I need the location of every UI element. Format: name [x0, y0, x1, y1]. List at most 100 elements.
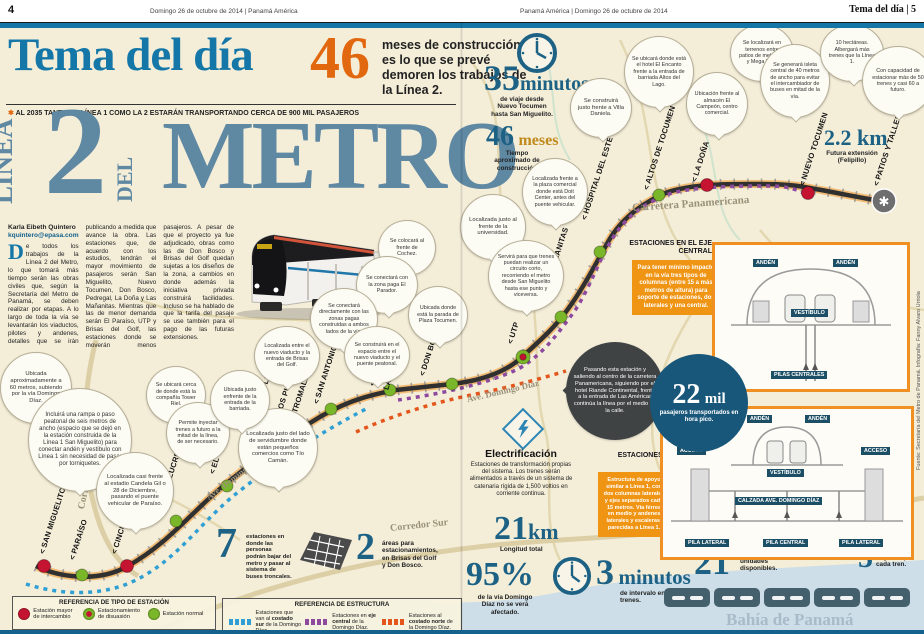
callout-bubble: Localizada casi frente al estadio Candel…	[96, 452, 174, 530]
masthead-number: 46	[310, 25, 370, 91]
label-pila-lateral: PILA LATERAL	[685, 539, 730, 547]
left-folio: 4	[8, 4, 15, 16]
callout-bubble: Localizada frente a la plaza comercial d…	[522, 158, 588, 226]
station-dot-las-mananitas	[554, 310, 568, 324]
panel1-header: ESTACIONES EN EL EJE CENTRAL	[629, 240, 712, 256]
byline-email: kquintero@epasa.com	[8, 232, 79, 240]
stat-2-caption: áreas para estacionamientos, en Brisas d…	[382, 540, 438, 570]
station-dot-altos-de-tocumen	[652, 188, 666, 202]
label-anden: ANDÉN	[753, 259, 779, 267]
callout-bubble: Ubicación frente al almacén El Campeón, …	[686, 72, 748, 136]
stat-months: 46 meses	[486, 121, 559, 152]
panel1-note: Para tener mínimo impacto en la vía tres…	[632, 260, 720, 315]
label-pila-lateral: PILA LATERAL	[839, 539, 884, 547]
north-side-dashed-line	[355, 369, 567, 434]
callout-bubble: Se construirá justo frente a Villa Danie…	[570, 78, 632, 138]
headline-del: DEL	[112, 156, 137, 202]
stat-trip-caption: de viaje desde Nuevo Tocumen hasta San M…	[491, 96, 553, 118]
callout-bubble: Incluirá una rampa o paso peatonal de se…	[28, 388, 132, 492]
station-dot-villa-lucre	[169, 514, 183, 528]
clock-icon	[517, 33, 557, 73]
purple-dash-icon	[305, 619, 330, 625]
label-vestibulo: VESTÍBULO	[791, 309, 828, 317]
callout-bubble: Se generará isleta central de 40 metros …	[760, 44, 830, 118]
legend-title: REFERENCIA DE ESTRUCTURA	[294, 601, 390, 608]
station-dot-hospital-del-este	[593, 245, 607, 259]
credit-line: Fuente: Secretaría del Metro de Panamá. …	[916, 291, 922, 470]
dropcap: D	[8, 239, 24, 265]
train-car	[764, 588, 810, 607]
stat-trip-unit: minutos	[520, 73, 589, 95]
panel2-note: Estructura de apoyo similar a Línea 1, c…	[598, 472, 670, 537]
headline-metro: METRO	[162, 102, 520, 210]
callout-bubble: Se ubicará donde está el hotel El Encant…	[624, 36, 694, 108]
depot-icon: ✱	[879, 194, 890, 209]
station-dot-la-dona	[700, 178, 714, 192]
stat-extension-caption: Futura extensión (Felipillo)	[826, 150, 878, 165]
callout-bubble-dark: Pasando esta estación y saliendo al cent…	[566, 342, 664, 440]
left-header-text: Domingo 26 de octubre de 2014 | Panamá A…	[150, 8, 298, 15]
cross-section-costado: ANDÉN ANDÉN ACCESO ACCESO VESTÍBULO CALZ…	[660, 406, 914, 560]
station-dot-utp-center	[519, 353, 527, 361]
depot-circle	[871, 188, 897, 214]
page-header: 4 Domingo 26 de octubre de 2014 | Panamá…	[0, 0, 924, 23]
stat-7-num: 7	[216, 521, 237, 567]
parking-lot-icon	[300, 532, 352, 570]
right-header-text: Panamá América | Domingo 26 de octubre d…	[520, 8, 668, 15]
stat-passengers-caption: pasajeros transportados en hora pico.	[659, 410, 739, 423]
legend-item: Estación mayor de intercambio	[18, 608, 80, 620]
article-body: Karla Eibeth Quintero kquintero@epasa.co…	[8, 224, 234, 364]
label-bahia-de-panama: Bahía de Panamá	[726, 610, 854, 629]
label-acceso: ACCESO	[861, 447, 891, 455]
stat-interval: 3 minutos	[596, 552, 691, 592]
kicker: ✱ AL 2035 TANTO LA LÍNEA 1 COMO LA 2 EST…	[8, 109, 458, 117]
label-anden: ANDÉN	[747, 415, 773, 423]
page-fold	[460, 22, 463, 634]
station-dot-nuevo-tocumen	[801, 186, 815, 200]
callout-bubble: Se conectará directamente con las zonas …	[310, 288, 378, 350]
label-vestibulo: VESTÍBULO	[767, 469, 804, 477]
legend-title: REFERENCIA DE TIPO DE ESTACIÓN	[58, 599, 169, 606]
kicker-star-icon: ✱	[8, 110, 14, 117]
callout-bubble: Ubicada justo enfrente de la entrada de …	[210, 370, 270, 430]
legend-item: Estación normal	[147, 608, 210, 620]
legend-item: Estacionamiento de disuasión	[82, 608, 145, 620]
cross-section-eje-central: ANDÉN ANDÉN VESTÍBULO PILAS CENTRALES	[712, 242, 910, 392]
stat-7-caption: estaciones en donde las personas podrán …	[246, 534, 292, 580]
station-dot-san-antonio	[324, 402, 338, 416]
blue-dash-icon	[228, 619, 253, 625]
south-side-dashed-line	[25, 406, 369, 595]
cross-section-art-2	[671, 426, 903, 522]
legend-item: Estaciones en eje central de la Domingo …	[305, 613, 379, 631]
stat-2-num: 2	[356, 526, 375, 568]
stat-length-caption: Longitud total	[500, 546, 543, 553]
red-station-dot-icon	[18, 608, 31, 620]
label-anden: ANDÉN	[833, 259, 859, 267]
stat-trip-num: 35	[484, 58, 520, 98]
stat-passengers: 22 mil pasajeros transportados en hora p…	[650, 354, 748, 452]
train-silhouette	[664, 588, 910, 607]
callout-bubble: Servirá para que trenes puedan realizar …	[488, 240, 564, 312]
callout-bubble: Con capacidad de estacionar más de 50 tr…	[862, 46, 924, 116]
stat-road-num: 95%	[466, 556, 534, 593]
green-station-dot-icon	[147, 608, 160, 620]
section-title: Tema del día	[8, 29, 254, 81]
legend-item: Estaciones al costado norte de la Doming…	[381, 613, 456, 631]
station-dot-san-miguelito	[37, 559, 51, 573]
electrification-title: Electrificación	[485, 448, 557, 460]
callout-bubble: Se construirá en el espacio entre el nue…	[344, 326, 410, 384]
callout-bubble: Ubicada donde está la parada de Plaza To…	[408, 286, 468, 344]
stat-months-caption: Tiempo aproximado de construcción	[494, 150, 540, 172]
callout-bubble: Permite inyectar trenes a futuro a la mi…	[166, 402, 230, 464]
clock-icon	[552, 556, 592, 596]
stat-trip: 35minutos	[484, 60, 589, 96]
stat-road-caption: de la vía Domingo Díaz no se verá afecta…	[477, 594, 533, 616]
headline-linea: LÍNEA	[0, 118, 18, 204]
footer-rule	[0, 630, 924, 634]
station-type-legend: REFERENCIA DE TIPO DE ESTACIÓN Estación …	[12, 596, 216, 630]
headline-2: 2	[44, 82, 107, 221]
electrification-text: Estaciones de transformación propias del…	[469, 462, 573, 497]
kicker-text: AL 2035 TANTO LA LÍNEA 1 COMO LA 2 ESTAR…	[15, 110, 359, 117]
label-pilas-centrales: PILAS CENTRALES	[771, 371, 828, 379]
stat-extension-num: 2.2 km	[824, 125, 888, 150]
